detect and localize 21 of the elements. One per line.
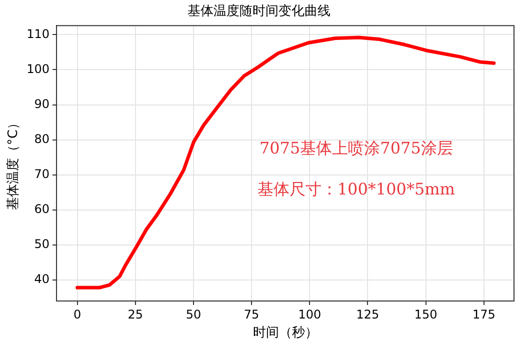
x-tick-label: 150 bbox=[414, 307, 438, 322]
y-tick-label: 110 bbox=[26, 26, 50, 41]
y-tick-label: 50 bbox=[34, 237, 50, 252]
x-tick-label: 125 bbox=[356, 307, 380, 322]
x-tick-label: 175 bbox=[472, 307, 496, 322]
x-tick-label: 75 bbox=[244, 307, 260, 322]
y-tick-label: 90 bbox=[34, 96, 50, 111]
x-tick-label: 0 bbox=[73, 307, 82, 322]
y-tick-label: 70 bbox=[34, 166, 50, 181]
y-tick-label: 40 bbox=[34, 272, 50, 286]
x-tick-label: 100 bbox=[298, 307, 322, 322]
x-axis-title: 时间（秒） bbox=[252, 326, 318, 341]
y-axis-title: 基体温度（°C） bbox=[5, 116, 22, 210]
y-tick-label: 60 bbox=[34, 202, 50, 216]
x-tick-label: 25 bbox=[128, 307, 144, 322]
chart-title: 基体温度随时间变化曲线 bbox=[188, 3, 330, 20]
annotation: 7075基体上喷涂7075涂层 bbox=[259, 138, 453, 158]
x-tick-label: 50 bbox=[186, 307, 202, 322]
y-tick-label: 100 bbox=[26, 62, 50, 76]
y-tick-label: 80 bbox=[34, 132, 50, 146]
annotation: 基体尺寸：100*100*5mm bbox=[257, 179, 455, 198]
